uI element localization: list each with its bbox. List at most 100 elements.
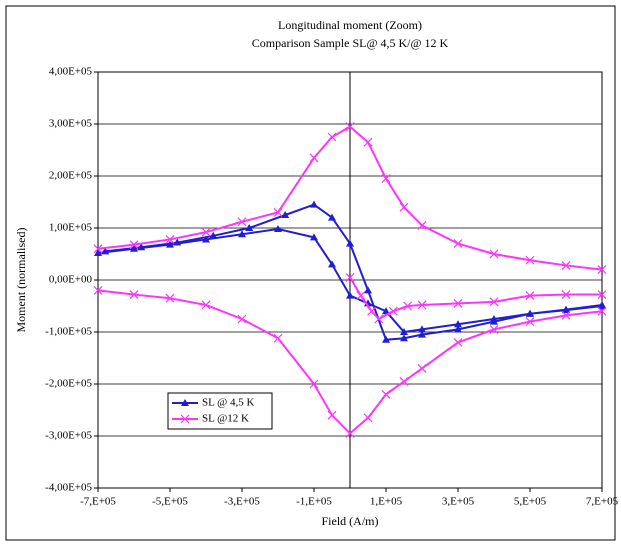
marker xyxy=(273,333,283,343)
marker xyxy=(328,213,336,221)
marker xyxy=(130,244,138,252)
y-tick-label: -3,00E+05 xyxy=(45,430,92,442)
marker xyxy=(281,211,290,218)
marker xyxy=(309,379,319,389)
marker xyxy=(345,272,355,282)
marker xyxy=(309,153,319,163)
marker xyxy=(453,239,463,249)
chart-subtitle: Comparison Sample SL@ 4,5 K/@ 12 K xyxy=(252,36,449,50)
y-tick-label: 2,00E+05 xyxy=(49,170,93,182)
marker xyxy=(561,310,571,320)
marker xyxy=(399,202,409,212)
legend-label: SL @ 4,5 K xyxy=(202,397,255,409)
marker xyxy=(489,249,499,259)
marker xyxy=(417,363,427,373)
marker xyxy=(363,137,373,147)
marker xyxy=(181,399,189,406)
marker xyxy=(93,244,103,254)
marker xyxy=(381,389,391,399)
marker xyxy=(346,239,354,247)
marker xyxy=(526,309,534,317)
marker xyxy=(274,225,282,233)
marker xyxy=(173,238,182,246)
marker xyxy=(364,286,372,294)
x-tick-label: -7,E+05 xyxy=(80,496,116,508)
y-tick-label: 0,00E+00 xyxy=(49,274,93,286)
marker xyxy=(165,235,175,244)
marker xyxy=(310,200,318,208)
marker xyxy=(327,132,337,142)
marker xyxy=(400,334,408,342)
marker xyxy=(418,330,426,338)
marker xyxy=(237,217,247,227)
y-axis-label: Moment (normalised) xyxy=(14,228,28,333)
marker xyxy=(137,243,146,251)
marker xyxy=(180,414,190,424)
marker xyxy=(245,224,254,231)
marker xyxy=(93,285,103,295)
x-tick-label: 1,E+05 xyxy=(370,496,403,508)
marker xyxy=(129,240,139,250)
y-tick-label: -4,00E+05 xyxy=(45,482,92,494)
x-tick-label: -1,E+05 xyxy=(296,496,332,508)
marker xyxy=(201,227,211,237)
marker xyxy=(418,325,426,333)
y-tick-label: -2,00E+05 xyxy=(45,378,92,390)
marker xyxy=(490,315,498,322)
y-tick-label: 4,00E+05 xyxy=(49,66,93,78)
y-tick-label: -1,00E+05 xyxy=(45,326,92,338)
marker xyxy=(94,248,102,256)
marker xyxy=(489,297,499,307)
marker xyxy=(345,428,355,438)
marker xyxy=(382,307,390,315)
x-tick-label: -3,E+05 xyxy=(224,496,260,508)
y-tick-label: 1,00E+05 xyxy=(49,222,93,234)
marker xyxy=(367,306,377,316)
marker xyxy=(562,305,570,313)
marker xyxy=(374,314,384,324)
marker xyxy=(525,291,535,301)
marker xyxy=(363,413,373,423)
marker xyxy=(597,265,607,275)
marker xyxy=(382,335,390,343)
marker xyxy=(400,328,408,335)
marker xyxy=(417,300,427,310)
marker xyxy=(598,300,606,308)
x-axis-label: Field (A/m) xyxy=(322,514,379,528)
marker xyxy=(597,290,607,299)
marker xyxy=(310,233,318,241)
x-tick-label: 5,E+05 xyxy=(514,496,547,508)
chart-title: Longitudinal moment (Zoom) xyxy=(278,18,422,32)
legend xyxy=(167,392,273,430)
marker xyxy=(454,325,462,333)
marker xyxy=(327,410,337,420)
marker xyxy=(201,300,211,310)
marker xyxy=(237,314,247,324)
marker xyxy=(273,207,283,217)
marker xyxy=(165,293,175,303)
marker xyxy=(453,337,463,347)
x-tick-label: 7,E+05 xyxy=(586,496,619,508)
marker xyxy=(202,235,210,243)
marker xyxy=(525,255,535,265)
frame xyxy=(5,5,616,541)
marker xyxy=(403,301,413,311)
marker xyxy=(209,231,218,239)
marker xyxy=(561,261,571,270)
marker xyxy=(417,220,427,230)
marker xyxy=(388,306,398,316)
y-tick-label: 3,00E+05 xyxy=(49,118,93,130)
marker xyxy=(356,291,366,301)
marker xyxy=(489,324,499,334)
marker xyxy=(399,376,409,386)
marker xyxy=(381,174,391,184)
marker xyxy=(166,240,174,248)
marker xyxy=(346,291,354,299)
marker xyxy=(129,290,139,299)
marker xyxy=(597,306,607,316)
x-tick-label: -5,E+05 xyxy=(152,496,188,508)
marker xyxy=(454,320,462,328)
marker xyxy=(525,317,535,327)
marker xyxy=(328,260,336,268)
